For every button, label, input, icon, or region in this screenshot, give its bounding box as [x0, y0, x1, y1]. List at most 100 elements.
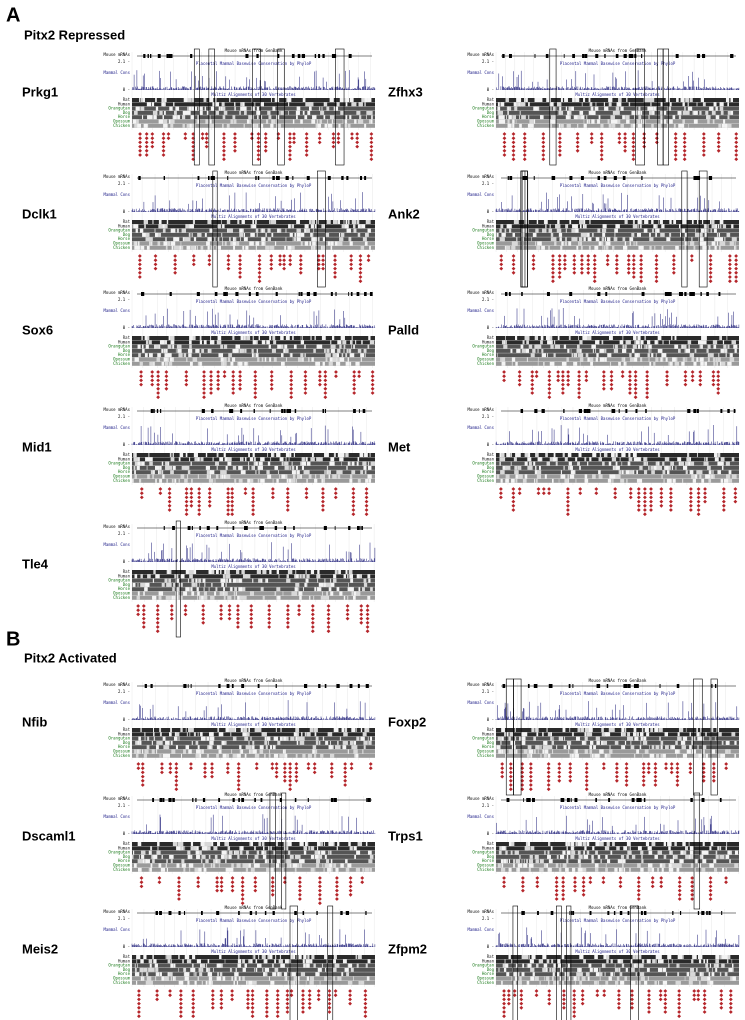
species-label: Opossum [113, 357, 130, 362]
alignment-gap [152, 859, 155, 864]
element-dot [197, 491, 202, 496]
alignment-gap [334, 453, 336, 457]
alignment-gap [667, 478, 672, 483]
alignment-gap [552, 115, 557, 120]
alignment-gap [343, 745, 347, 750]
element-dot [626, 270, 631, 275]
alignment-gap [254, 859, 255, 864]
alignment-gap [305, 224, 307, 229]
alignment-gap [273, 745, 276, 750]
alignment-gap [646, 461, 648, 466]
alignment-gap [708, 478, 712, 483]
alignment-gap [367, 474, 369, 479]
alignment-gap [240, 846, 242, 851]
alignment-gap [138, 353, 141, 358]
alignment-gap [671, 336, 673, 340]
element-dot [166, 136, 171, 141]
alignment-gap [569, 753, 574, 758]
element-dot [156, 391, 161, 395]
element-dot [522, 157, 527, 162]
alignment-gap [168, 578, 172, 583]
alignment-gap [257, 728, 262, 732]
element-dot [649, 508, 653, 512]
exon [533, 684, 536, 688]
alignment-gap [731, 237, 735, 242]
alignment-row [496, 745, 739, 750]
element-dot [624, 770, 629, 775]
alignment-gap [158, 863, 162, 868]
alignment-gap [540, 336, 544, 340]
alignment-gap [341, 461, 342, 466]
element-dot [703, 499, 707, 504]
alignment-gap [204, 106, 206, 111]
track-label: Mouse mRNAs [468, 52, 495, 57]
element-dot [671, 270, 676, 275]
alignment-gap [346, 348, 349, 353]
alignment-gap [189, 574, 193, 579]
alignment-gap [134, 863, 137, 868]
alignment-gap [214, 237, 216, 242]
element-dot [511, 499, 516, 504]
alignment-gap [254, 846, 256, 851]
alignment-row [132, 728, 375, 732]
element-dot [326, 620, 331, 625]
element-dot [267, 616, 272, 621]
element-dot [230, 499, 235, 504]
alignment-gap [153, 470, 155, 475]
alignment-gap [313, 749, 318, 754]
element-dot [222, 153, 226, 157]
element-dot [628, 491, 633, 496]
alignment-gap [317, 587, 322, 592]
element-dot [575, 148, 580, 153]
alignment-gap [210, 336, 212, 340]
alignment-gap [339, 457, 344, 462]
alignment-gap [280, 753, 285, 758]
panel-title: Pitx2 Repressed [24, 27, 125, 42]
element-dot [601, 762, 606, 766]
alignment-gap [187, 578, 190, 583]
exon [695, 176, 699, 180]
element-dot [285, 620, 290, 625]
alignment-gap [137, 749, 139, 754]
alignment-gap [321, 245, 326, 250]
element-dot [531, 262, 536, 267]
alignment-gap [181, 753, 183, 758]
element-dot [136, 762, 141, 766]
alignment-gap [574, 353, 577, 358]
alignment-gap [560, 98, 563, 102]
element-dot [357, 374, 362, 379]
alignment-gap [326, 591, 328, 596]
alignment-gap [277, 470, 279, 475]
alignment-gap [522, 340, 525, 345]
alignment-gap [618, 470, 620, 475]
alignment-gap [152, 220, 154, 224]
alignment-gap [626, 98, 628, 102]
element-dot [511, 487, 516, 491]
alignment-gap [500, 357, 502, 362]
track-title: Placental Mammal Basewise Conservation b… [560, 416, 676, 421]
alignment-gap [295, 728, 300, 732]
element-dot [701, 144, 706, 149]
element-dot [191, 153, 196, 157]
alignment-gap [733, 344, 738, 349]
exon [348, 54, 352, 58]
element-dot [321, 503, 325, 508]
alignment-gap [199, 361, 202, 366]
alignment-gap [348, 582, 349, 587]
element-dot [561, 382, 565, 387]
element-dot [584, 778, 589, 783]
alignment-row [132, 850, 375, 855]
element-dot [139, 880, 144, 885]
alignment-gap [602, 461, 605, 466]
alignment-gap [719, 336, 722, 340]
alignment-gap [323, 115, 326, 120]
element-dot [669, 762, 674, 766]
alignment-gap [337, 474, 341, 479]
alignment-gap [500, 457, 506, 462]
element-dot [511, 153, 516, 157]
alignment-gap [360, 224, 362, 229]
alignment-gap [312, 241, 316, 246]
alignment-gap [624, 740, 627, 745]
alignment-gap [648, 465, 650, 470]
alignment-gap [514, 106, 517, 111]
